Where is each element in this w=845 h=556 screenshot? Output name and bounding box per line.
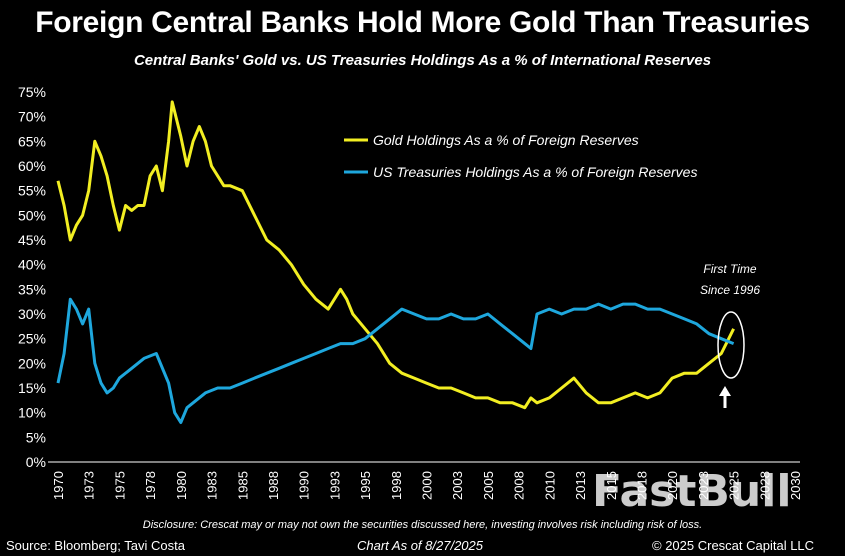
y-tick-label: 30% <box>18 306 46 322</box>
x-tick-label: 2020 <box>665 471 680 500</box>
legend-label-treasuries: US Treasuries Holdings As a % of Foreign… <box>373 164 697 180</box>
annotation-line1: First Time <box>703 262 757 276</box>
x-tick-label: 1970 <box>51 471 66 500</box>
x-tick-label: 2013 <box>573 471 588 500</box>
x-tick-label: 1973 <box>82 471 97 500</box>
treasuries-series-line <box>56 297 735 424</box>
y-tick-label: 60% <box>18 158 46 174</box>
x-tick-label: 1998 <box>389 471 404 500</box>
annotation-ellipse <box>717 311 745 379</box>
y-tick-label: 45% <box>18 232 46 248</box>
y-tick-label: 75% <box>18 84 46 100</box>
x-tick-label: 1988 <box>266 471 281 500</box>
y-tick-label: 50% <box>18 207 46 223</box>
chart-subtitle: Central Banks' Gold vs. US Treasuries Ho… <box>133 52 712 69</box>
y-tick-label: 65% <box>18 133 46 149</box>
y-tick-label: 20% <box>18 355 46 371</box>
y-tick-label: 15% <box>18 380 46 396</box>
copyright-text: © 2025 Crescat Capital LLC <box>652 538 815 553</box>
disclosure-text: Disclosure: Crescat may or may not own t… <box>142 519 703 531</box>
x-tick-label: 2030 <box>788 471 803 500</box>
x-tick-label: 1993 <box>327 471 342 500</box>
x-tick-label: 1975 <box>112 471 127 500</box>
x-tick-label: 1980 <box>174 471 189 500</box>
x-tick-label: 2023 <box>696 471 711 500</box>
annotation-arrow-head <box>719 386 731 396</box>
y-axis: 0% 5% 10% 15% 20% 25% 30% 35% 40% 45% 50% 55% 60% 65%… <box>18 84 46 470</box>
y-tick-label: 70% <box>18 109 46 125</box>
crossover-annotation: First Time Since 1996 <box>700 262 760 408</box>
y-tick-label: 35% <box>18 281 46 297</box>
chart-title: Foreign Central Banks Hold More Gold Tha… <box>35 6 810 39</box>
x-tick-label: 2015 <box>604 471 619 500</box>
x-tick-label: 2010 <box>542 471 557 500</box>
x-tick-label: 1995 <box>358 471 373 500</box>
x-tick-label: 2000 <box>420 471 435 500</box>
y-tick-label: 10% <box>18 405 46 421</box>
annotation-line2: Since 1996 <box>700 283 760 297</box>
x-tick-label: 1990 <box>297 471 312 500</box>
gold-series-line <box>56 100 735 410</box>
x-tick-label: 2003 <box>450 471 465 500</box>
legend: Gold Holdings As a % of Foreign Reserves… <box>344 132 697 180</box>
y-tick-label: 25% <box>18 331 46 347</box>
y-tick-label: 40% <box>18 257 46 273</box>
x-tick-label: 1985 <box>235 471 250 500</box>
watermark: FastBull <box>592 466 792 517</box>
as-of-text: Chart As of 8/27/2025 <box>357 538 483 553</box>
x-tick-label: 1983 <box>205 471 220 500</box>
x-tick-label: 2018 <box>634 471 649 500</box>
source-text: Source: Bloomberg; Tavi Costa <box>6 538 185 553</box>
y-tick-label: 55% <box>18 183 46 199</box>
x-tick-label: 2005 <box>481 471 496 500</box>
x-tick-label: 1978 <box>143 471 158 500</box>
y-tick-label: 0% <box>26 454 46 470</box>
x-axis: 1970 1973 1975 1978 1980 1983 1985 1988 1990 1993… <box>51 471 803 500</box>
x-tick-label: 2008 <box>512 471 527 500</box>
y-tick-label: 5% <box>26 429 46 445</box>
x-tick-label: 2025 <box>727 471 742 500</box>
x-tick-label: 2028 <box>757 471 772 500</box>
legend-label-gold: Gold Holdings As a % of Foreign Reserves <box>373 132 639 148</box>
